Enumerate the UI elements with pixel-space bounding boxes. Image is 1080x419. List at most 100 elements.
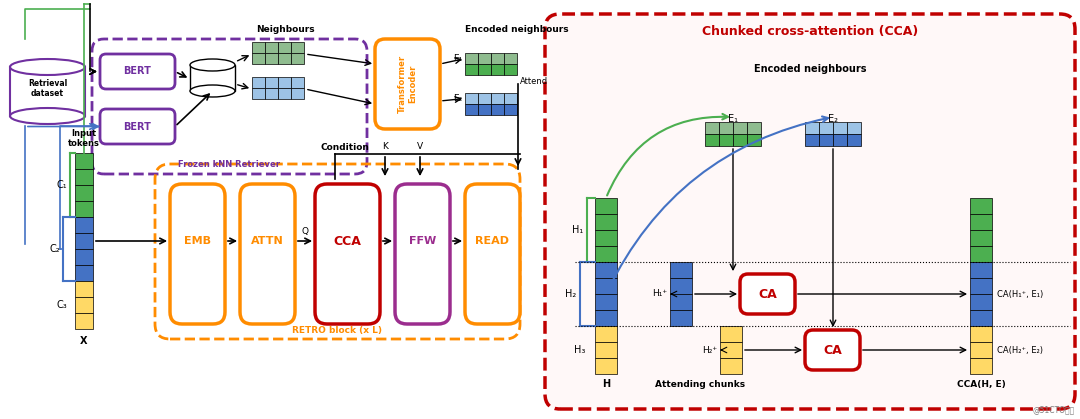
Text: Attending chunks: Attending chunks (654, 380, 745, 388)
Bar (595, 310, 617, 326)
Bar (970, 198, 993, 214)
Bar (833, 134, 847, 146)
Text: CCA(H, E): CCA(H, E) (957, 380, 1005, 388)
Text: CCA: CCA (334, 235, 362, 248)
Bar (970, 230, 993, 246)
Text: @51CTO博客: @51CTO博客 (1032, 405, 1075, 414)
Text: BERT: BERT (123, 122, 151, 132)
Text: Neighbours: Neighbours (256, 24, 314, 34)
Bar (75, 265, 93, 281)
Text: Input
tokens: Input tokens (68, 129, 100, 148)
Bar (75, 249, 93, 265)
Bar (970, 326, 993, 342)
Text: Condition: Condition (321, 142, 369, 152)
Bar (252, 42, 265, 53)
Text: Encoded neighbours: Encoded neighbours (754, 64, 866, 74)
FancyBboxPatch shape (545, 14, 1075, 409)
Bar (252, 88, 265, 99)
Bar (670, 278, 692, 294)
Bar (733, 134, 747, 146)
Bar (595, 358, 617, 374)
Text: H₂⁺: H₂⁺ (702, 346, 717, 354)
Bar (75, 217, 93, 233)
Bar (595, 278, 617, 294)
Text: Q: Q (302, 227, 309, 236)
Bar (970, 358, 993, 374)
Bar (190, 65, 235, 91)
Bar (595, 246, 617, 262)
Bar (847, 122, 861, 134)
Bar (970, 294, 993, 310)
Bar (265, 42, 278, 53)
FancyBboxPatch shape (315, 184, 380, 324)
Text: FFW: FFW (409, 236, 436, 246)
Ellipse shape (190, 59, 235, 71)
Bar (291, 88, 303, 99)
Bar (10, 67, 85, 116)
Text: C₃: C₃ (56, 300, 67, 310)
Bar (819, 122, 833, 134)
Bar (491, 104, 504, 115)
FancyBboxPatch shape (395, 184, 450, 324)
Text: Attend: Attend (519, 77, 549, 85)
Text: CA(H₂⁺, E₂): CA(H₂⁺, E₂) (997, 346, 1043, 354)
Bar (670, 262, 692, 278)
Bar (747, 122, 761, 134)
Bar (278, 88, 291, 99)
Bar (720, 342, 742, 358)
FancyBboxPatch shape (100, 54, 175, 89)
Text: READ: READ (475, 236, 510, 246)
Text: RETRO block (x L): RETRO block (x L) (293, 326, 382, 335)
Text: E₂: E₂ (453, 94, 462, 103)
Bar (747, 134, 761, 146)
Bar (719, 122, 733, 134)
Bar (265, 53, 278, 64)
Bar (595, 230, 617, 246)
Bar (595, 294, 617, 310)
Bar (291, 42, 303, 53)
Text: E₁: E₁ (728, 114, 738, 124)
Bar (705, 134, 719, 146)
Bar (970, 214, 993, 230)
Bar (491, 53, 504, 64)
Ellipse shape (190, 85, 235, 97)
Bar (478, 104, 491, 115)
Bar (595, 198, 617, 214)
Bar (595, 262, 617, 278)
Bar (595, 214, 617, 230)
FancyBboxPatch shape (740, 274, 795, 314)
Text: CA(H₁⁺, E₁): CA(H₁⁺, E₁) (997, 290, 1043, 298)
Text: H₁⁺: H₁⁺ (652, 290, 667, 298)
Bar (75, 153, 93, 169)
Bar (720, 326, 742, 342)
Text: H: H (602, 379, 610, 389)
Bar (75, 169, 93, 185)
Bar (970, 278, 993, 294)
Bar (970, 262, 993, 278)
Text: CA: CA (823, 344, 842, 357)
Bar (491, 93, 504, 104)
Bar (465, 53, 478, 64)
Text: C₁: C₁ (56, 180, 67, 190)
Bar (705, 122, 719, 134)
Bar (278, 77, 291, 88)
Text: H₃: H₃ (573, 345, 585, 355)
Bar (75, 281, 93, 297)
Text: Frozen kNN Retriever: Frozen kNN Retriever (178, 160, 281, 169)
Bar (265, 88, 278, 99)
Bar (504, 53, 517, 64)
FancyBboxPatch shape (375, 39, 440, 129)
Bar (819, 134, 833, 146)
Bar (805, 122, 819, 134)
Ellipse shape (10, 108, 85, 124)
Bar (291, 53, 303, 64)
Bar (595, 326, 617, 342)
Bar (252, 53, 265, 64)
FancyBboxPatch shape (170, 184, 225, 324)
Bar (595, 342, 617, 358)
Bar (504, 64, 517, 75)
FancyBboxPatch shape (805, 330, 860, 370)
Text: Chunked cross-attention (CCA): Chunked cross-attention (CCA) (702, 26, 918, 39)
Text: X: X (80, 336, 87, 346)
Bar (478, 93, 491, 104)
